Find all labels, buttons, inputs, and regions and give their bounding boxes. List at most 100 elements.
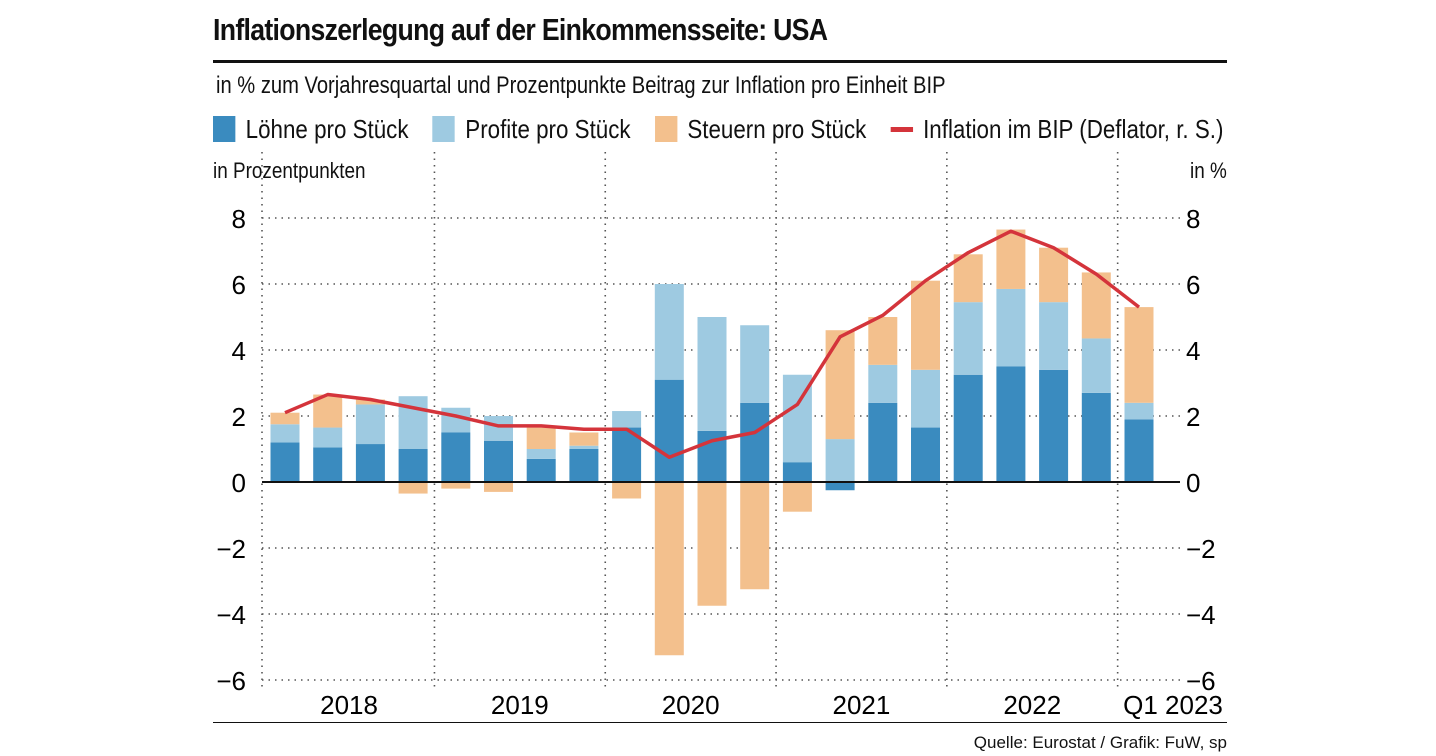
bar-profite xyxy=(355,404,385,445)
bar-loehne xyxy=(484,440,513,482)
bar-loehne xyxy=(1081,392,1111,482)
left-axis-unit: in Prozentpunkten xyxy=(213,158,366,183)
legend-item-inflation: Inflation im BIP (Deflator, r. S.) xyxy=(890,114,1223,145)
bar-steuern xyxy=(1039,247,1069,303)
legend-label-profite: Profite pro Stück xyxy=(465,113,631,144)
y-tick-label-left: −2 xyxy=(216,534,246,564)
bar-loehne xyxy=(654,379,684,482)
bar-steuern xyxy=(654,482,684,656)
bar-loehne xyxy=(569,449,599,482)
bar-profite xyxy=(911,369,940,428)
bar-steuern xyxy=(868,317,898,365)
y-tick-label-left: 8 xyxy=(232,204,246,234)
inflation-line xyxy=(284,229,1141,459)
bar-loehne xyxy=(355,444,385,482)
y-tick-label-right: 0 xyxy=(1186,468,1200,498)
bar-profite xyxy=(1081,338,1111,393)
y-tick-label-left: 2 xyxy=(232,402,246,432)
y-tick-label-left: −6 xyxy=(216,666,246,696)
bar-loehne xyxy=(868,402,898,482)
bar-steuern xyxy=(1124,307,1154,403)
bar-loehne xyxy=(441,432,471,482)
x-year-label: 2021 xyxy=(833,690,891,720)
bar-steuern xyxy=(953,254,983,303)
bar-profite xyxy=(441,407,471,433)
bar-steuern xyxy=(441,482,471,489)
x-year-label: 2018 xyxy=(320,690,378,720)
bar-loehne xyxy=(782,462,812,482)
bar-profite xyxy=(996,288,1026,367)
bar-steuern xyxy=(740,482,770,590)
legend-item-steuern: Steuern pro Stück xyxy=(654,113,867,145)
bar-steuern xyxy=(697,482,727,606)
x-year-label: 2020 xyxy=(662,690,720,720)
bar-steuern xyxy=(911,280,940,370)
y-tick-label-right: 4 xyxy=(1186,336,1200,366)
bar-steuern xyxy=(484,482,513,492)
bar-profite xyxy=(654,284,684,380)
bottom-rule xyxy=(213,722,1227,723)
legend-label-steuern: Steuern pro Stück xyxy=(687,113,867,144)
bar-loehne xyxy=(398,449,428,482)
y-tick-label-left: 6 xyxy=(232,270,246,300)
y-tick-label-right: −4 xyxy=(1186,600,1216,630)
bar-loehne xyxy=(740,402,770,482)
bar-steuern xyxy=(612,482,642,499)
bar-profite xyxy=(1124,402,1154,420)
bar-steuern xyxy=(398,482,428,494)
legend-swatch-inflation xyxy=(890,126,913,132)
bar-profite xyxy=(868,364,898,403)
legend-item-profite: Profite pro Stück xyxy=(432,113,631,145)
bar-loehne xyxy=(911,427,940,482)
bar-profite xyxy=(526,449,556,459)
bar-profite xyxy=(313,427,343,448)
y-tick-label-left: 0 xyxy=(232,468,246,498)
legend-swatch-steuern xyxy=(654,116,678,142)
bar-loehne xyxy=(526,458,556,482)
y-tick-label-right: −2 xyxy=(1186,534,1216,564)
y-tick-label-left: 4 xyxy=(232,336,246,366)
chart-title: Inflationszerlegung auf der Einkommensse… xyxy=(213,12,828,47)
bar-loehne xyxy=(270,442,300,482)
bar-steuern xyxy=(270,412,300,425)
y-tick-label-right: 2 xyxy=(1186,402,1200,432)
bar-profite xyxy=(953,302,983,375)
x-year-label: 2019 xyxy=(491,690,549,720)
chart-subtitle: in % zum Vorjahresquartal und Prozentpun… xyxy=(216,72,946,99)
x-year-label: Q1 2023 xyxy=(1123,690,1223,720)
legend-swatch-loehne xyxy=(213,116,236,142)
source-note: Quelle: Eurostat / Grafik: FuW, sp xyxy=(973,733,1227,752)
bar-loehne xyxy=(313,447,343,482)
y-tick-label-right: 8 xyxy=(1186,204,1200,234)
bar-loehne xyxy=(1039,369,1069,482)
bar-loehne xyxy=(825,482,855,491)
bar-profite xyxy=(1039,302,1069,370)
bar-profite xyxy=(612,411,642,428)
legend-label-inflation: Inflation im BIP (Deflator, r. S.) xyxy=(923,113,1224,144)
bar-steuern xyxy=(355,399,385,405)
bar-profite xyxy=(484,416,513,441)
bar-profite xyxy=(825,439,855,482)
legend-item-loehne: Löhne pro Stück xyxy=(213,114,409,145)
x-year-label: 2022 xyxy=(1003,690,1061,720)
y-tick-label-left: −4 xyxy=(216,600,246,630)
bar-profite xyxy=(740,325,770,403)
bar-profite xyxy=(270,424,300,443)
right-axis-unit: in % xyxy=(1190,158,1227,183)
y-tick-label-right: −6 xyxy=(1186,666,1216,696)
bar-profite xyxy=(569,445,599,449)
bar-loehne xyxy=(996,366,1026,482)
bar-steuern xyxy=(526,427,556,449)
bar-steuern xyxy=(569,432,599,446)
bar-loehne xyxy=(953,374,983,482)
bar-loehne xyxy=(1124,419,1154,482)
bar-profite xyxy=(697,317,727,431)
legend: Löhne pro Stück Profite pro Stück Steuer… xyxy=(213,112,1247,146)
bar-steuern xyxy=(782,482,812,512)
bar-steuern xyxy=(996,229,1026,289)
y-tick-label-right: 6 xyxy=(1186,270,1200,300)
legend-swatch-profite xyxy=(432,116,455,142)
title-rule xyxy=(213,60,1227,63)
bar-steuern xyxy=(825,330,855,440)
